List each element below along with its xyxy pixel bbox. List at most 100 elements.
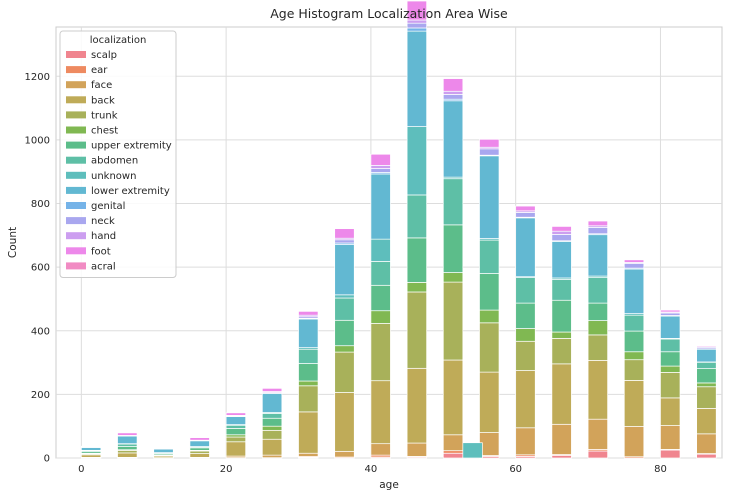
bar-segment-unknown (462, 442, 483, 459)
bar-segment-chest (479, 309, 500, 324)
legend-swatch (66, 232, 86, 240)
legend-box (59, 30, 177, 278)
x-tick-label: 20 (220, 464, 233, 475)
bar-segment-hand (370, 165, 391, 169)
bar-segment-abdomen (551, 279, 572, 301)
bar-segment-neck (406, 22, 427, 29)
bar-segment-abdomen (587, 277, 608, 304)
bar-segment-upper-extremity (551, 299, 572, 333)
bar-segment-lower-extremity (153, 448, 174, 453)
legend-label: hand (91, 231, 116, 242)
bar-segment-upper-extremity (117, 446, 138, 451)
bar-segment-upper-extremity (261, 417, 283, 427)
bar-segment-foot (189, 437, 210, 441)
bar-segment-back (370, 380, 391, 445)
bar-segment-foot (623, 259, 645, 263)
y-tick-label: 800 (31, 199, 50, 210)
legend-label: ear (91, 65, 108, 76)
bar-segment-lower-extremity (660, 315, 681, 339)
bar-segment-chest (660, 365, 681, 373)
bar-segment-chest (515, 328, 536, 342)
bar-segment-chest (551, 331, 572, 339)
bar-segment-foot (153, 447, 174, 449)
bar-segment-neck (660, 312, 681, 316)
legend-swatch (66, 111, 86, 119)
bar-segment-abdomen (479, 239, 500, 274)
legend-label: genital (91, 201, 125, 212)
bar-segment-back (225, 441, 247, 457)
bar-segment-abdomen (660, 338, 681, 353)
x-axis-label: age (379, 479, 399, 491)
bar-segment-lower-extremity (587, 234, 608, 277)
legend-swatch (66, 126, 86, 134)
bar-segment-upper-extremity (298, 363, 319, 382)
bar-segment-neck (623, 262, 645, 269)
legend-swatch (66, 156, 86, 164)
bar-segment-trunk (406, 291, 427, 369)
bar-segment-abdomen (117, 443, 138, 447)
bar-segment-face (334, 450, 355, 458)
bar-segment-lower-extremity (80, 447, 102, 451)
bar-segment-back (261, 438, 283, 456)
bar-segment-back (298, 411, 319, 454)
legend-label: foot (91, 246, 111, 257)
bar-segment-trunk (370, 323, 391, 382)
bar-segment-abdomen (406, 194, 427, 239)
bar-segment-trunk (225, 436, 247, 443)
bar-segment-face (370, 443, 391, 456)
y-tick-label: 600 (31, 263, 50, 274)
bar-segment-foot (80, 445, 102, 448)
bar-segment-abdomen (261, 413, 283, 419)
legend-swatch (66, 171, 86, 179)
bar-segment-hand (551, 230, 572, 235)
bar-segment-trunk (660, 372, 681, 399)
bar-segment-scalp (442, 452, 464, 459)
legend-label: abdomen (91, 156, 138, 167)
bar-segment-lower-extremity (189, 440, 210, 447)
x-tick-label: 40 (365, 464, 378, 475)
bar-segment-abdomen (334, 297, 355, 321)
y-tick-label: 200 (31, 390, 50, 401)
x-tick-label: 80 (654, 464, 667, 475)
legend-label: acral (91, 261, 116, 272)
bar-segment-genital (406, 27, 427, 32)
legend-swatch (66, 96, 86, 104)
bar-segment-trunk (117, 450, 138, 454)
bar-segment-ear (442, 450, 464, 454)
bar-segment-abdomen (696, 361, 717, 369)
bar-segment-back (334, 392, 355, 452)
y-axis-label: Count (7, 227, 19, 258)
bar-segment-chest (370, 310, 391, 324)
bar-segment-scalp (551, 455, 572, 459)
y-tick-label: 0 (44, 454, 50, 465)
bar-segment-foot (479, 138, 500, 148)
bar-segment-back (479, 371, 500, 433)
bar-segment-abdomen (623, 314, 645, 332)
bar-segment-neck (442, 94, 464, 100)
bar-segment-back (587, 359, 608, 420)
bar-segment-face (660, 425, 681, 450)
bar-segment-trunk (189, 450, 210, 454)
bar-segment-lower-extremity (515, 217, 536, 278)
bar-segment-face (261, 454, 283, 459)
bar-segment-scalp (587, 450, 608, 459)
bar-segment-foot (225, 412, 247, 416)
bar-segment-scalp (696, 453, 717, 459)
bar-segment-lower-extremity (551, 241, 572, 279)
y-tick-label: 400 (31, 326, 50, 337)
legend-title: localization (90, 35, 147, 46)
bar-segment-neck (334, 239, 355, 244)
legend-swatch (66, 247, 86, 255)
bar-segment-scalp (660, 449, 681, 459)
bars (80, 0, 717, 459)
bar-segment-lower-extremity (334, 244, 355, 296)
bar-segment-face (587, 418, 608, 450)
bar-segment-face (298, 452, 319, 457)
bar-segment-abdomen (442, 178, 464, 226)
bar-segment-upper-extremity (660, 351, 681, 367)
legend-label: chest (91, 126, 118, 137)
chart-title: Age Histogram Localization Area Wise (270, 6, 508, 21)
bar-segment-foot (660, 309, 681, 313)
